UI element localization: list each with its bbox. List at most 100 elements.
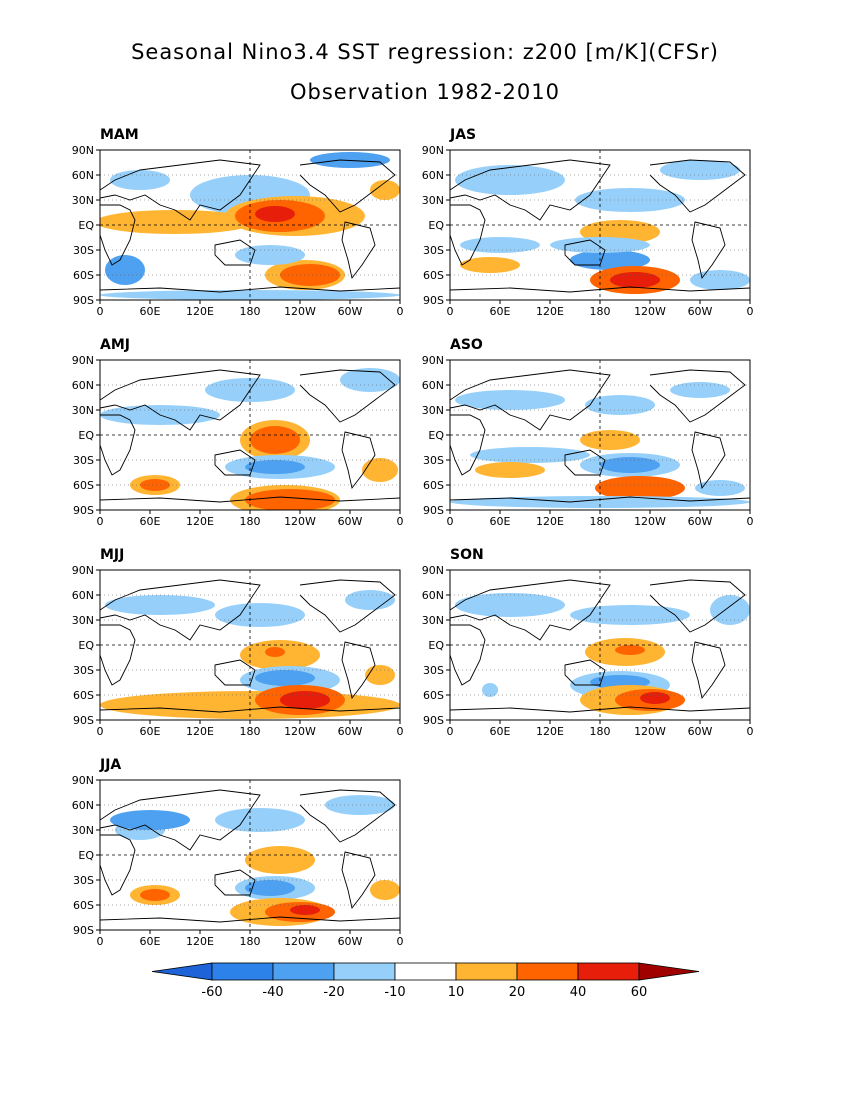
lat-tick-label: 60S [73, 899, 94, 912]
lon-tick-label: 180 [240, 305, 261, 318]
lat-tick-label: EQ [428, 429, 444, 442]
contour-region [345, 590, 395, 610]
contour-region [600, 457, 660, 473]
coastline [299, 789, 396, 843]
colorbar: -60 -40 -20 -10 10 20 40 60 [151, 962, 700, 1000]
lon-tick-label: 180 [240, 935, 261, 948]
lon-tick-label: 0 [397, 515, 404, 528]
coastline [691, 641, 726, 700]
lat-tick-label: EQ [78, 639, 94, 652]
contour-region [110, 810, 190, 830]
lat-tick-label: EQ [428, 219, 444, 232]
lat-tick-label: 30N [422, 614, 444, 627]
contour-region [215, 603, 305, 627]
coastline [341, 641, 376, 700]
contour-region [235, 245, 305, 265]
lat-tick-label: 30N [72, 824, 94, 837]
contour-region [250, 426, 300, 454]
lat-tick-label: 30N [422, 194, 444, 207]
lon-tick-label: 120E [186, 305, 214, 318]
contour-region [280, 691, 330, 709]
lon-tick-label: 60E [140, 725, 161, 738]
lon-tick-label: 120E [536, 305, 564, 318]
lat-tick-label: 30S [73, 664, 94, 677]
lat-tick-label: 90S [73, 294, 94, 307]
colorbar-segment [455, 962, 518, 981]
lon-tick-label: 120W [284, 725, 316, 738]
lat-tick-label: 90S [73, 504, 94, 517]
coastline [100, 414, 136, 476]
colorbar-tick-label: 20 [509, 985, 526, 1000]
contour-region [690, 270, 750, 290]
lon-tick-label: 0 [447, 725, 454, 738]
contour-region [570, 605, 690, 625]
lat-tick-label: 60N [72, 169, 94, 182]
contour-region [595, 476, 685, 500]
lat-tick-label: 90N [72, 564, 94, 577]
lat-tick-label: 90S [73, 924, 94, 937]
lat-tick-label: 90N [72, 144, 94, 157]
lon-tick-label: 60W [338, 305, 363, 318]
lon-tick-label: 0 [97, 725, 104, 738]
lat-tick-label: 60N [72, 589, 94, 602]
lon-tick-label: 120W [634, 305, 666, 318]
lat-tick-label: 30N [72, 404, 94, 417]
lon-tick-label: 180 [240, 725, 261, 738]
lat-tick-label: 30S [423, 664, 444, 677]
coastline [100, 834, 136, 896]
lon-tick-label: 60E [140, 305, 161, 318]
lon-tick-label: 120W [284, 515, 316, 528]
coastline [100, 624, 136, 686]
contour-region [455, 593, 565, 617]
contour-region [245, 846, 315, 874]
colorbar-segment [333, 962, 396, 981]
contour-region [455, 390, 565, 410]
lon-tick-label: 180 [240, 515, 261, 528]
lat-tick-label: 90S [423, 714, 444, 727]
lon-tick-label: 120W [634, 515, 666, 528]
coastline [691, 221, 726, 280]
contour-region [482, 683, 498, 697]
colorbar-arrow-left [151, 962, 213, 981]
lat-tick-label: EQ [78, 429, 94, 442]
panel-label-aso: ASO [450, 337, 483, 353]
lat-tick-label: 60S [423, 269, 444, 282]
panel-label-amj: AMJ [100, 337, 130, 353]
lat-tick-label: 60N [422, 379, 444, 392]
lat-tick-label: 60N [72, 379, 94, 392]
lon-tick-label: 0 [397, 725, 404, 738]
lon-tick-label: 0 [97, 515, 104, 528]
coastline [649, 579, 746, 633]
panel-label-jja: JJA [100, 757, 122, 773]
colorbar-arrow-right [638, 962, 700, 981]
contour-region [580, 430, 640, 450]
lon-tick-label: 60W [688, 725, 713, 738]
coastline [341, 221, 376, 280]
coastline [450, 624, 486, 686]
contour-region [460, 237, 540, 253]
contour-region [105, 595, 215, 615]
coastline [649, 369, 746, 423]
lat-tick-label: 30N [422, 404, 444, 417]
panel-label-son: SON [450, 547, 484, 563]
lat-tick-label: 90N [72, 354, 94, 367]
lat-tick-label: 30S [73, 454, 94, 467]
contour-region [470, 447, 590, 463]
lat-tick-label: 90N [422, 144, 444, 157]
lon-tick-label: 120W [634, 725, 666, 738]
lon-tick-label: 60E [490, 515, 511, 528]
lat-tick-label: 60N [422, 169, 444, 182]
contour-region [340, 368, 400, 392]
lon-tick-label: 0 [747, 725, 754, 738]
coastline [299, 369, 396, 423]
contour-region [365, 665, 395, 685]
lon-tick-label: 60E [140, 515, 161, 528]
lat-tick-label: EQ [78, 219, 94, 232]
colorbar-segment [211, 962, 274, 981]
contour-region [710, 595, 750, 625]
